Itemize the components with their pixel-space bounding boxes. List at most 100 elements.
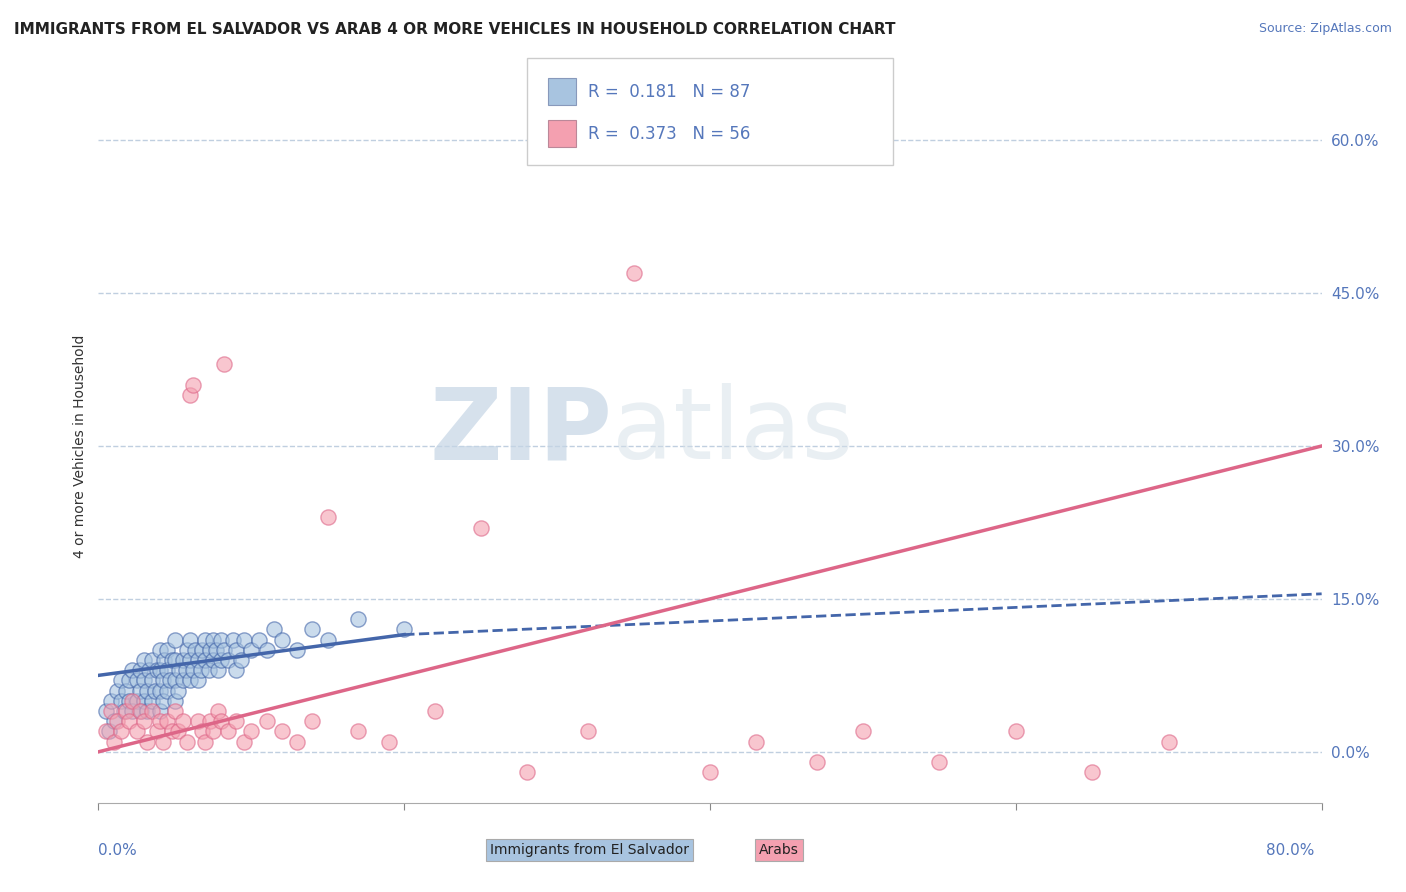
Point bbox=[1004, 724, 1026, 739]
Point bbox=[156, 714, 179, 729]
Point bbox=[187, 673, 209, 688]
Point bbox=[136, 683, 159, 698]
Point bbox=[205, 643, 228, 657]
Text: Arabs: Arabs bbox=[759, 843, 799, 857]
Point bbox=[232, 632, 254, 647]
Point bbox=[156, 643, 179, 657]
Point bbox=[347, 724, 370, 739]
Text: 80.0%: 80.0% bbox=[1267, 843, 1315, 858]
Point bbox=[256, 643, 278, 657]
Point bbox=[623, 266, 645, 280]
Point bbox=[197, 663, 219, 677]
Point bbox=[194, 653, 217, 667]
Point bbox=[209, 714, 232, 729]
Point bbox=[118, 714, 141, 729]
Point bbox=[256, 714, 278, 729]
Point bbox=[125, 724, 148, 739]
Point bbox=[270, 632, 292, 647]
Point bbox=[105, 683, 128, 698]
Point bbox=[136, 704, 159, 718]
Point bbox=[184, 643, 207, 657]
Point bbox=[141, 673, 163, 688]
Text: IMMIGRANTS FROM EL SALVADOR VS ARAB 4 OR MORE VEHICLES IN HOUSEHOLD CORRELATION : IMMIGRANTS FROM EL SALVADOR VS ARAB 4 OR… bbox=[14, 22, 896, 37]
Point bbox=[240, 724, 263, 739]
Point bbox=[105, 714, 128, 729]
Point bbox=[191, 724, 214, 739]
Point bbox=[149, 683, 172, 698]
Point bbox=[149, 643, 172, 657]
Text: Immigrants from El Salvador: Immigrants from El Salvador bbox=[489, 843, 689, 857]
Point bbox=[163, 632, 186, 647]
Text: R =  0.181   N = 87: R = 0.181 N = 87 bbox=[588, 83, 749, 101]
Point bbox=[225, 643, 247, 657]
Point bbox=[212, 358, 235, 372]
Point bbox=[128, 704, 150, 718]
Point bbox=[156, 663, 179, 677]
Point bbox=[1157, 734, 1180, 748]
Point bbox=[181, 663, 204, 677]
Point bbox=[928, 755, 950, 769]
Point bbox=[191, 643, 214, 657]
Point bbox=[423, 704, 446, 718]
Point bbox=[285, 643, 308, 657]
Point bbox=[94, 704, 117, 718]
Point bbox=[169, 663, 191, 677]
Point bbox=[222, 632, 245, 647]
Point bbox=[94, 724, 117, 739]
Point bbox=[100, 704, 122, 718]
Point bbox=[316, 510, 339, 524]
Text: atlas: atlas bbox=[612, 384, 853, 480]
Point bbox=[316, 632, 339, 647]
Point bbox=[190, 663, 212, 677]
Point bbox=[128, 683, 150, 698]
Point bbox=[134, 673, 156, 688]
Point bbox=[187, 653, 209, 667]
Point bbox=[149, 704, 172, 718]
Point bbox=[392, 623, 416, 637]
Point bbox=[207, 663, 229, 677]
Point bbox=[232, 734, 254, 748]
Point bbox=[217, 724, 239, 739]
Point bbox=[301, 714, 323, 729]
Point bbox=[263, 623, 285, 637]
Y-axis label: 4 or more Vehicles in Household: 4 or more Vehicles in Household bbox=[73, 334, 87, 558]
Point bbox=[174, 663, 197, 677]
Point bbox=[347, 612, 370, 626]
Point bbox=[699, 765, 721, 780]
Point bbox=[470, 520, 492, 534]
Point bbox=[152, 673, 174, 688]
Point bbox=[160, 653, 183, 667]
Point bbox=[172, 673, 194, 688]
Point bbox=[207, 704, 229, 718]
Point bbox=[163, 704, 186, 718]
Point bbox=[285, 734, 308, 748]
Point bbox=[806, 755, 828, 769]
Point bbox=[576, 724, 599, 739]
Point bbox=[229, 653, 252, 667]
Point bbox=[187, 714, 209, 729]
Point bbox=[125, 673, 148, 688]
Point bbox=[167, 683, 190, 698]
Point bbox=[194, 734, 217, 748]
Point bbox=[202, 632, 225, 647]
Point bbox=[225, 714, 247, 729]
Point bbox=[98, 724, 121, 739]
Point bbox=[202, 724, 225, 739]
Point bbox=[745, 734, 768, 748]
Point bbox=[225, 663, 247, 677]
Point bbox=[128, 663, 150, 677]
Point bbox=[212, 643, 235, 657]
Point bbox=[179, 653, 201, 667]
Point bbox=[153, 653, 176, 667]
Point bbox=[103, 714, 125, 729]
Point bbox=[118, 694, 141, 708]
Point bbox=[217, 653, 239, 667]
Point bbox=[115, 683, 138, 698]
Point bbox=[152, 734, 174, 748]
Point bbox=[270, 724, 292, 739]
Point bbox=[194, 632, 217, 647]
Point bbox=[301, 623, 323, 637]
Point bbox=[179, 632, 201, 647]
Point bbox=[141, 653, 163, 667]
Point bbox=[112, 704, 135, 718]
